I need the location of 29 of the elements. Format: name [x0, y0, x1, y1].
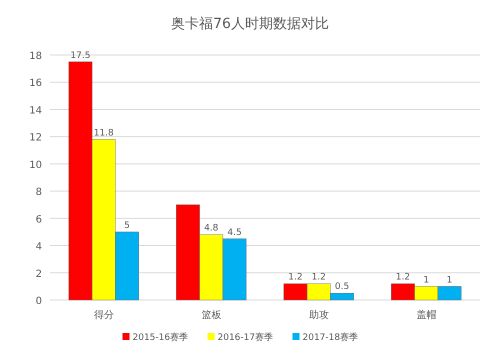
legend-label: 2016-17赛季 — [218, 332, 274, 343]
y-tick-label: 2 — [36, 268, 42, 280]
y-tick-label: 12 — [29, 132, 42, 144]
data-label: 4.8 — [204, 224, 219, 234]
data-label: 1.2 — [396, 272, 410, 283]
x-tick-label: 篮板 — [201, 309, 222, 321]
y-tick-label: 14 — [29, 105, 42, 116]
y-tick-label: 10 — [29, 160, 42, 171]
y-tick-label: 8 — [36, 187, 42, 198]
data-label: 0.5 — [334, 282, 350, 292]
legend-label: 2015-16赛季 — [132, 332, 188, 343]
legend-label: 2017-18赛季 — [302, 332, 358, 343]
data-label: 17.5 — [70, 50, 90, 61]
data-label: 4.5 — [227, 228, 242, 238]
y-tick-label: 18 — [29, 51, 42, 62]
x-tick-label: 盖帽 — [416, 309, 436, 321]
data-label: 11.8 — [94, 128, 114, 138]
data-label: 1 — [446, 275, 452, 286]
data-label: 1 — [423, 275, 430, 286]
x-tick-label: 助攻 — [308, 309, 329, 321]
y-tick-label: 6 — [36, 214, 42, 226]
data-label: 5 — [124, 220, 130, 231]
data-label: 1.2 — [288, 272, 303, 283]
x-tick-label: 得分 — [94, 309, 114, 321]
y-tick-label: 16 — [29, 78, 42, 90]
data-label: 1.2 — [312, 272, 326, 283]
chart-title: 奥卡福76人时期数据对比 — [171, 16, 329, 32]
y-tick-label: 4 — [36, 242, 42, 253]
y-tick-label: 0 — [36, 296, 42, 307]
